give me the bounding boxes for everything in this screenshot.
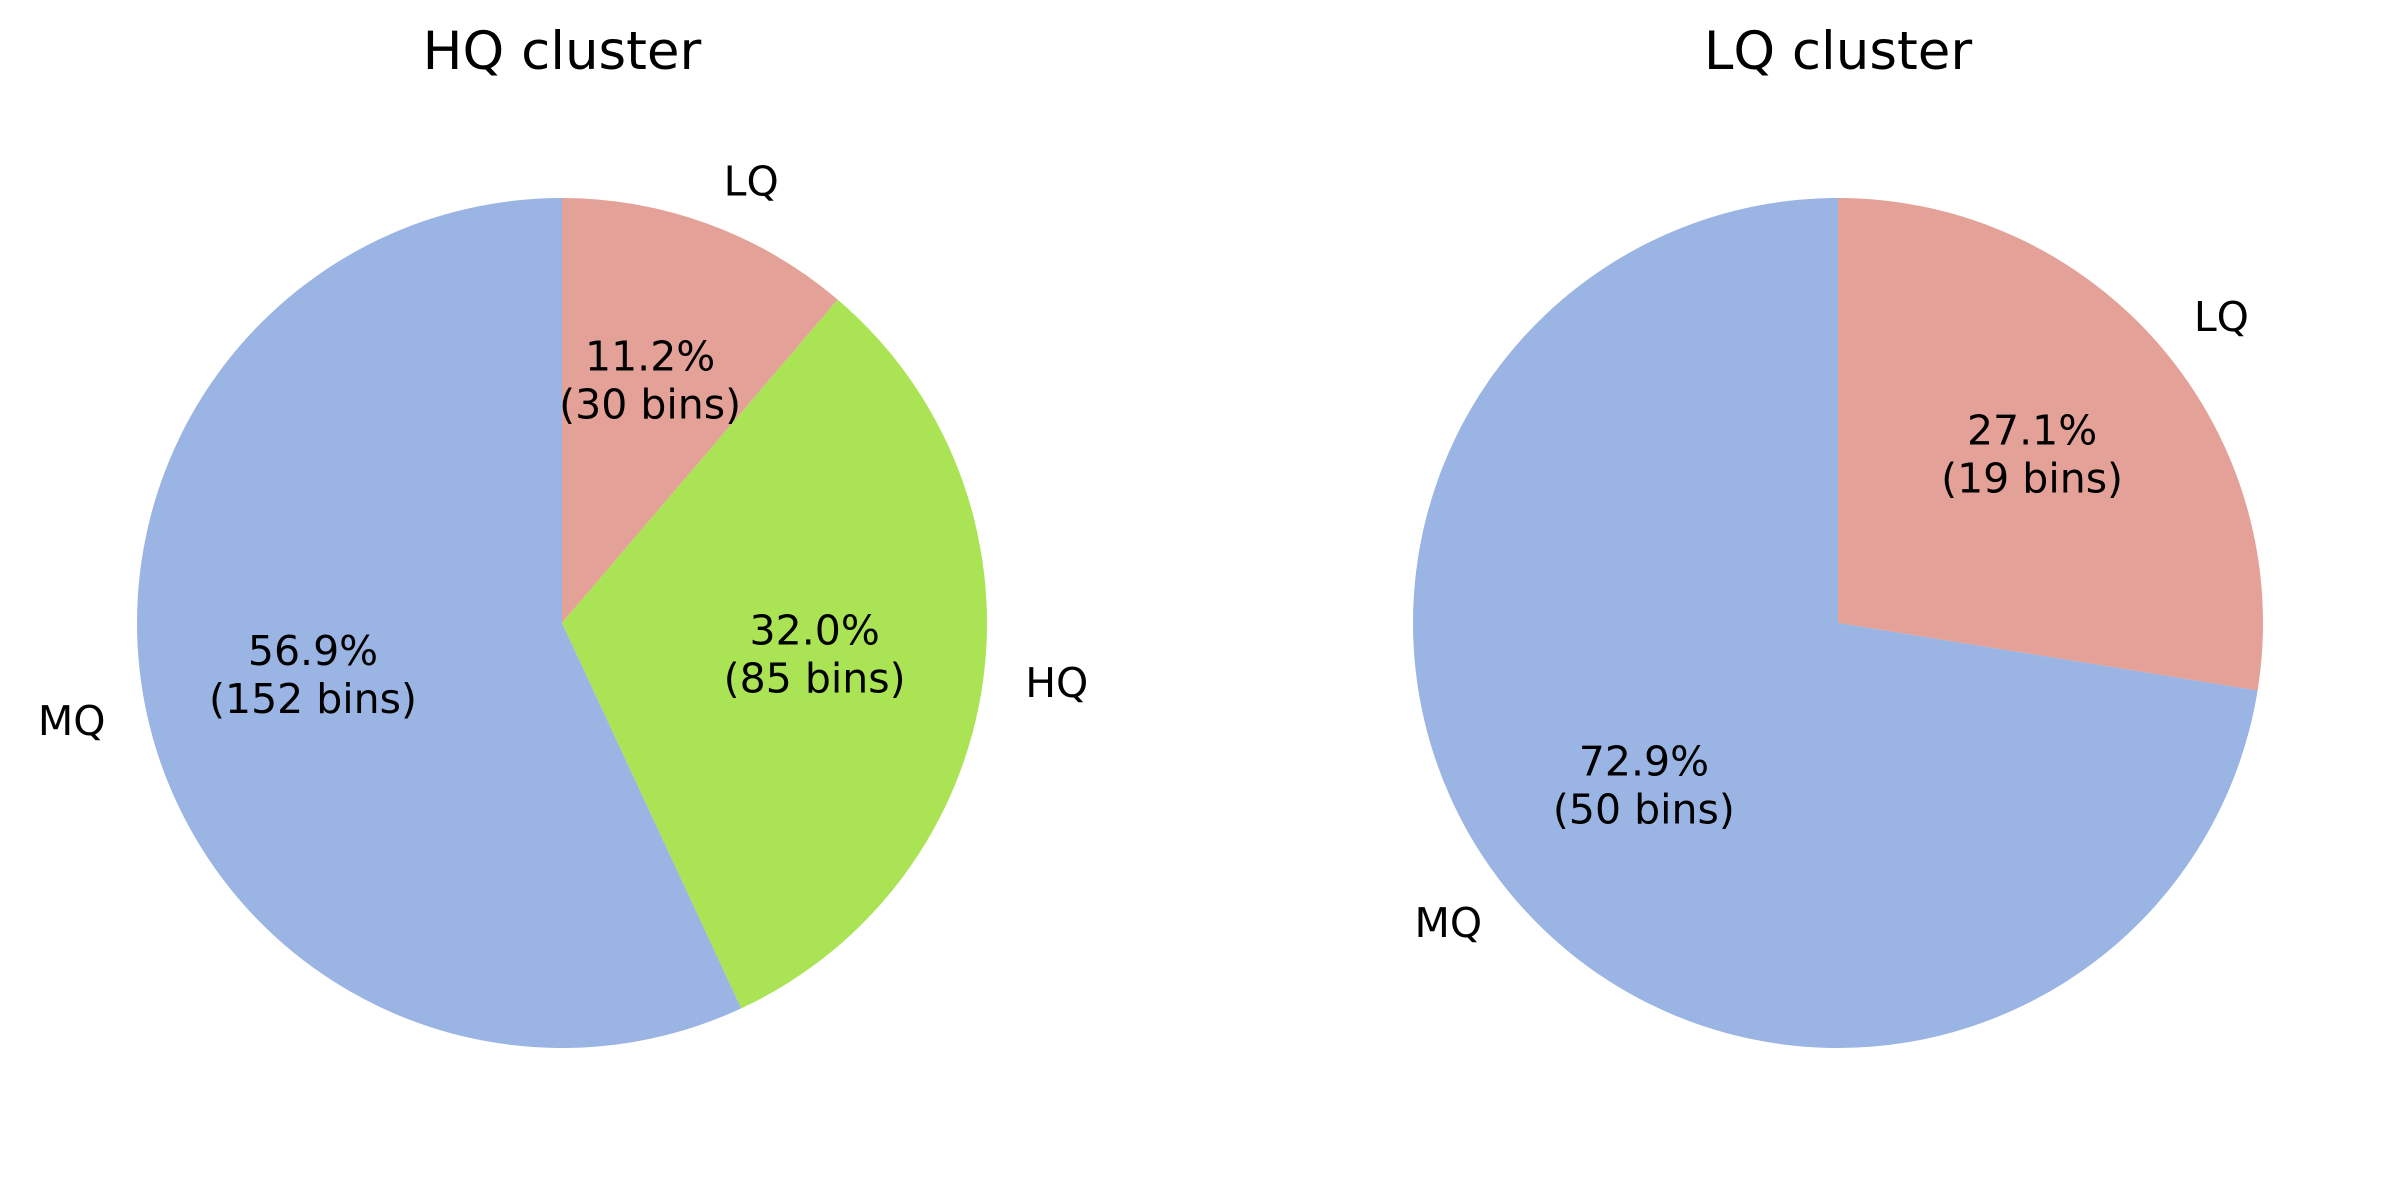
slice-label-lq-lq-cluster: LQ <box>2194 293 2249 341</box>
pie-slice-mq-hq-cluster <box>137 198 742 1048</box>
slice-label-hq-hq-cluster: HQ <box>1025 659 1088 707</box>
slice-count-lq-hq-cluster: (30 bins) <box>559 381 741 429</box>
slice-percent-lq-lq-cluster: 27.1% <box>1967 407 2097 455</box>
pie-slice-hq-hq-cluster <box>562 299 988 1009</box>
pie-chart-hq-cluster: HQ cluster LQ 11.2%(30 bins) HQ 32.0%(85 bi… <box>38 21 1088 1048</box>
slice-percent-hq-hq-cluster: 32.0% <box>750 606 880 654</box>
slices-lq-cluster <box>1413 198 2263 1049</box>
slice-label-mq-hq-cluster: MQ <box>38 697 106 745</box>
slice-count-mq-lq-cluster: (50 bins) <box>1553 785 1735 833</box>
pie-chart-lq-cluster: LQ cluster LQ 27.1%(19 bins) MQ 72.9%(50 bi… <box>1413 21 2263 1049</box>
slice-label-lq-hq-cluster: LQ <box>724 157 779 205</box>
slice-percent-lq-hq-cluster: 11.2% <box>585 333 715 381</box>
slice-percent-mq-hq-cluster: 56.9% <box>248 627 378 675</box>
labels-lq-cluster: LQ 27.1%(19 bins) MQ 72.9%(50 bins) <box>1415 293 2249 947</box>
pie-slice-mq-lq-cluster <box>1413 198 2258 1049</box>
pie-slice-lq-lq-cluster <box>1838 198 2263 691</box>
labels-hq-cluster: LQ 11.2%(30 bins) HQ 32.0%(85 bins) MQ 56.9%(… <box>38 157 1088 745</box>
slices-hq-cluster <box>137 198 988 1048</box>
slice-label-mq-lq-cluster: MQ <box>1415 899 1483 947</box>
chart-title-hq-cluster: HQ cluster <box>423 21 702 82</box>
pie-slice-lq-hq-cluster <box>562 198 838 623</box>
slice-percent-mq-lq-cluster: 72.9% <box>1579 737 1709 785</box>
slice-count-lq-lq-cluster: (19 bins) <box>1941 455 2123 503</box>
slice-count-hq-hq-cluster: (85 bins) <box>724 654 906 702</box>
chart-title-lq-cluster: LQ cluster <box>1704 21 1973 82</box>
slice-count-mq-hq-cluster: (152 bins) <box>209 675 417 723</box>
